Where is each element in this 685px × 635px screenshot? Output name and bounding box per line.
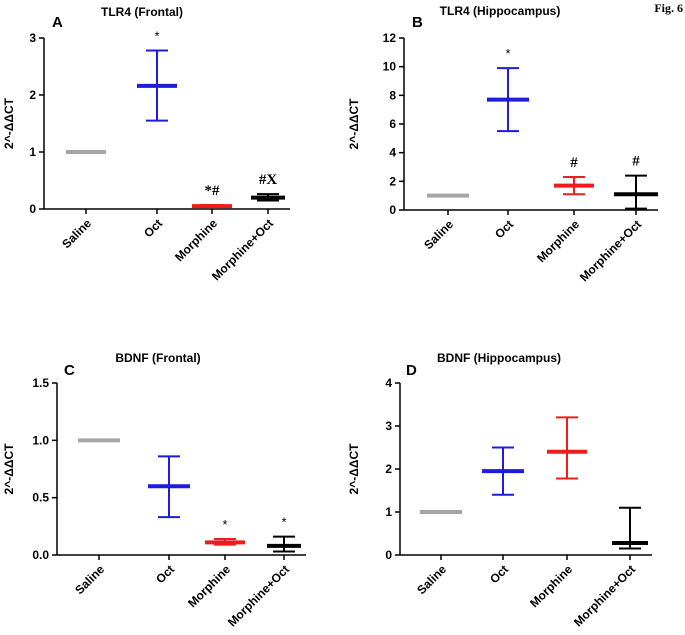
significance-marker: * <box>154 29 159 44</box>
y-tick-label: 0.0 <box>32 548 49 562</box>
y-tick-label: 10 <box>383 60 397 74</box>
x-tick-label: Morphine+Oct <box>571 562 638 629</box>
y-axis-label: 2^-ΔΔCT <box>2 443 16 495</box>
panel-c: C BDNF (Frontal) 2^-ΔΔCT 0.0 0.5 1.0 1.5 Saline… <box>2 351 306 629</box>
y-tick-label: 3 <box>29 31 36 45</box>
significance-marker: *# <box>205 183 221 199</box>
significance-marker: * <box>281 515 286 530</box>
x-tick-label: Morphine <box>172 216 220 264</box>
panel-letter: C <box>64 362 75 379</box>
y-tick-label: 8 <box>389 88 396 102</box>
panel-letter: B <box>412 14 423 31</box>
y-tick-label: 12 <box>383 31 397 45</box>
x-tick-label: Morphine+Oct <box>577 217 644 284</box>
y-tick-label: 3 <box>385 419 392 433</box>
y-tick-label: 1.5 <box>32 376 49 390</box>
y-tick-label: 2 <box>389 174 396 188</box>
x-tick-label: Morphine <box>534 217 582 265</box>
chart-title: BDNF (Hippocampus) <box>437 351 561 365</box>
y-axis-label: 2^-ΔΔCT <box>2 97 16 149</box>
x-tick-label: Oct <box>141 216 165 240</box>
figure-label: Fig. 6 <box>654 1 683 15</box>
panel-letter: D <box>406 362 417 379</box>
x-tick-label: Oct <box>487 562 511 586</box>
y-tick-label: 1 <box>29 145 36 159</box>
y-tick-label: 4 <box>385 376 392 390</box>
y-tick-label: 0.5 <box>32 491 49 505</box>
chart-title: TLR4 (Frontal) <box>101 5 183 19</box>
x-tick-label: Oct <box>492 217 516 241</box>
x-tick-label: Saline <box>421 217 456 252</box>
x-tick-label: Oct <box>153 562 177 586</box>
y-tick-label: 1 <box>385 505 392 519</box>
x-tick-label: Saline <box>59 216 94 251</box>
chart-title: BDNF (Frontal) <box>115 351 200 365</box>
y-tick-label: 0 <box>29 202 36 216</box>
y-tick-label: 4 <box>389 146 396 160</box>
panel-letter: A <box>52 14 63 31</box>
y-tick-label: 0 <box>385 548 392 562</box>
y-tick-label: 1.0 <box>32 433 49 447</box>
y-tick-label: 2 <box>29 88 36 102</box>
x-tick-label: Saline <box>72 562 107 597</box>
y-tick-label: 2 <box>385 462 392 476</box>
panel-a: A TLR4 (Frontal) 2^-ΔΔCT 0 1 2 3 Saline * Oct *# Mo… <box>2 5 290 283</box>
significance-marker: #X <box>259 172 278 188</box>
significance-marker: * <box>505 46 510 61</box>
significance-marker: * <box>222 517 227 532</box>
chart-title: TLR4 (Hippocampus) <box>440 4 561 18</box>
y-tick-label: 6 <box>389 117 396 131</box>
significance-marker: # <box>632 154 640 170</box>
y-axis-label: 2^-ΔΔCT <box>347 98 361 150</box>
panel-b: B TLR4 (Hippocampus) 2^-ΔΔCT 0 2 4 6 8 10 12 Salin… <box>347 4 658 284</box>
x-tick-label: Morphine <box>527 562 575 610</box>
x-tick-label: Saline <box>414 562 449 597</box>
x-tick-label: Morphine <box>185 562 233 610</box>
y-tick-label: 0 <box>389 203 396 217</box>
y-axis-label: 2^-ΔΔCT <box>347 443 361 495</box>
panel-d: D BDNF (Hippocampus) 2^-ΔΔCT 0 1 2 3 4 Saline Oct… <box>347 351 652 629</box>
significance-marker: # <box>570 155 578 171</box>
x-tick-label: Morphine+Oct <box>225 562 292 629</box>
